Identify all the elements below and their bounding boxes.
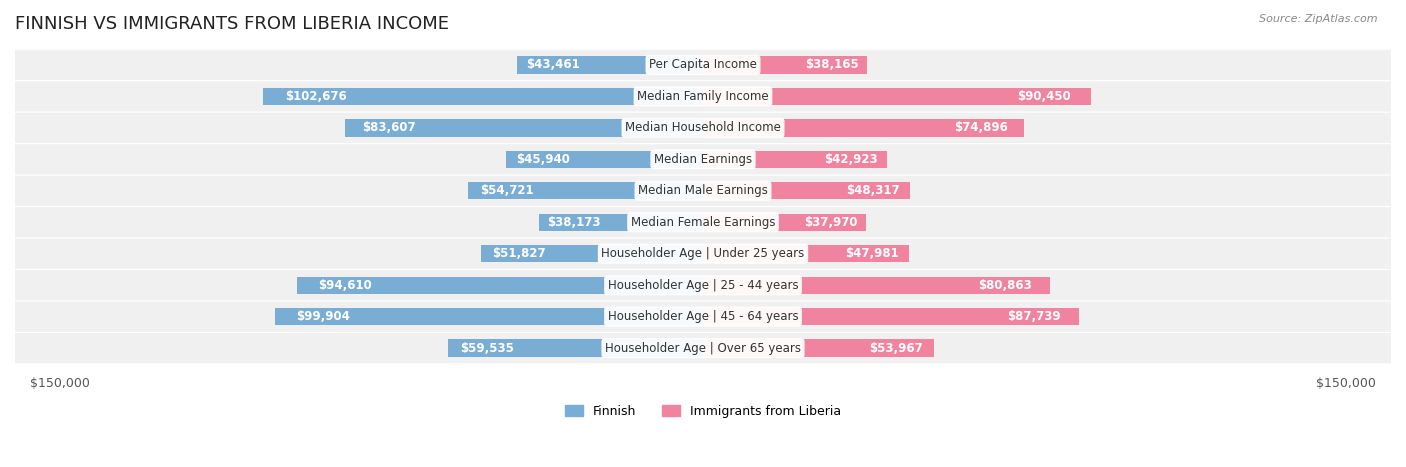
Bar (703, 88, 1091, 105)
Text: Source: ZipAtlas.com: Source: ZipAtlas.com (1260, 14, 1378, 24)
FancyBboxPatch shape (8, 333, 1398, 363)
Text: $87,739: $87,739 (1007, 310, 1060, 323)
Text: $51,827: $51,827 (492, 247, 546, 260)
FancyBboxPatch shape (8, 81, 1398, 112)
Bar (703, 276, 1050, 294)
FancyBboxPatch shape (8, 176, 1398, 206)
FancyBboxPatch shape (8, 50, 1398, 80)
Bar (703, 56, 866, 74)
Bar (703, 308, 1078, 325)
Text: $47,981: $47,981 (845, 247, 898, 260)
Text: $38,165: $38,165 (804, 58, 859, 71)
Text: Householder Age | 45 - 64 years: Householder Age | 45 - 64 years (607, 310, 799, 323)
Bar (274, 308, 703, 325)
Text: $42,923: $42,923 (824, 153, 877, 166)
Bar (263, 88, 703, 105)
Text: $37,970: $37,970 (804, 216, 858, 229)
Bar (344, 119, 703, 136)
Text: Per Capita Income: Per Capita Income (650, 58, 756, 71)
Text: Householder Age | Under 25 years: Householder Age | Under 25 years (602, 247, 804, 260)
Text: FINNISH VS IMMIGRANTS FROM LIBERIA INCOME: FINNISH VS IMMIGRANTS FROM LIBERIA INCOM… (15, 15, 449, 33)
FancyBboxPatch shape (8, 144, 1398, 175)
Text: Median Household Income: Median Household Income (626, 121, 780, 134)
Bar (447, 340, 703, 357)
Text: $80,863: $80,863 (979, 279, 1032, 292)
Text: $54,721: $54,721 (481, 184, 534, 197)
Text: $59,535: $59,535 (461, 342, 515, 354)
Bar (506, 151, 703, 168)
Text: $43,461: $43,461 (526, 58, 579, 71)
Bar (703, 151, 887, 168)
FancyBboxPatch shape (8, 270, 1398, 300)
Text: Householder Age | Over 65 years: Householder Age | Over 65 years (605, 342, 801, 354)
Text: Median Male Earnings: Median Male Earnings (638, 184, 768, 197)
Bar (516, 56, 703, 74)
Text: Median Earnings: Median Earnings (654, 153, 752, 166)
Bar (468, 182, 703, 199)
Text: $48,317: $48,317 (846, 184, 900, 197)
Bar (481, 245, 703, 262)
Text: Median Family Income: Median Family Income (637, 90, 769, 103)
Text: Median Female Earnings: Median Female Earnings (631, 216, 775, 229)
Text: $94,610: $94,610 (318, 279, 371, 292)
Bar (703, 213, 866, 231)
Bar (298, 276, 703, 294)
Text: $83,607: $83,607 (363, 121, 416, 134)
Bar (703, 340, 935, 357)
Text: $90,450: $90,450 (1018, 90, 1071, 103)
FancyBboxPatch shape (8, 239, 1398, 269)
FancyBboxPatch shape (8, 302, 1398, 332)
FancyBboxPatch shape (8, 207, 1398, 237)
Text: $99,904: $99,904 (297, 310, 350, 323)
Text: $74,896: $74,896 (955, 121, 1008, 134)
Text: Householder Age | 25 - 44 years: Householder Age | 25 - 44 years (607, 279, 799, 292)
Text: $53,967: $53,967 (869, 342, 922, 354)
Bar (703, 182, 910, 199)
Text: $38,173: $38,173 (547, 216, 600, 229)
Text: $102,676: $102,676 (285, 90, 347, 103)
Bar (540, 213, 703, 231)
FancyBboxPatch shape (8, 113, 1398, 143)
Text: $45,940: $45,940 (516, 153, 569, 166)
Bar (703, 245, 908, 262)
Bar (703, 119, 1024, 136)
Legend: Finnish, Immigrants from Liberia: Finnish, Immigrants from Liberia (560, 400, 846, 423)
